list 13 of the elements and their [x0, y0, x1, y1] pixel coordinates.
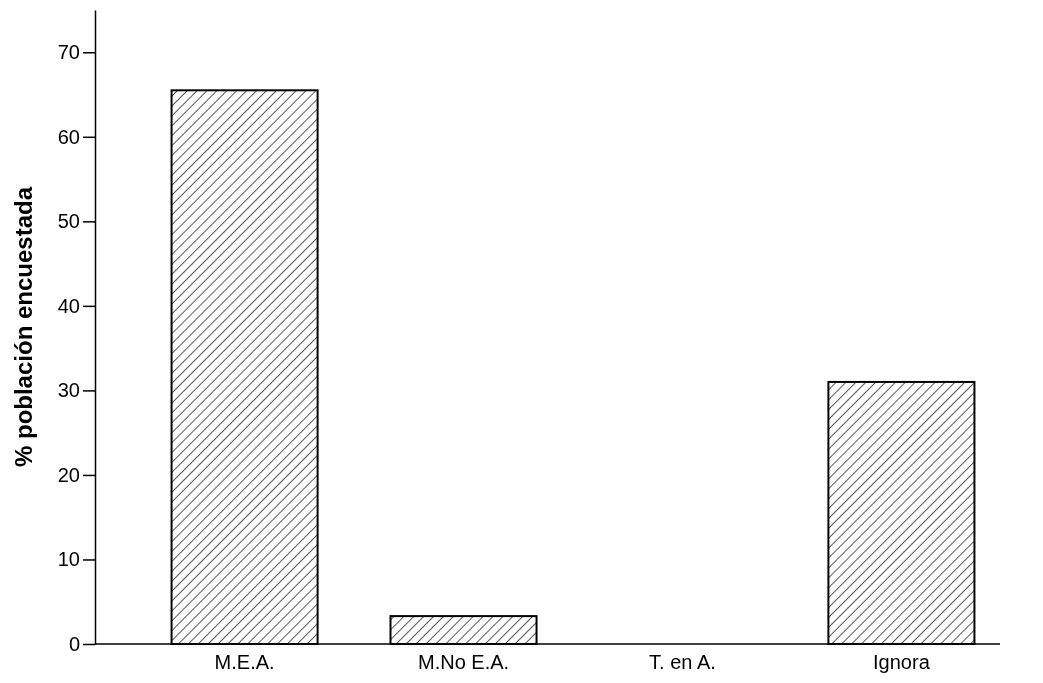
- y-tick-label: 40: [57, 294, 80, 317]
- y-axis-title: % población encuestada: [10, 186, 37, 468]
- x-tick-label: Ignora: [873, 651, 931, 673]
- y-tick-label: 0: [68, 632, 80, 655]
- x-tick-label: T. en A.: [649, 651, 716, 673]
- y-tick-label: 10: [57, 548, 80, 571]
- y-tick-label: 60: [57, 125, 80, 148]
- y-tick-label: 20: [57, 463, 80, 486]
- y-tick-label: 50: [57, 210, 80, 233]
- y-tick-label: 30: [57, 379, 80, 402]
- y-tick-label: 70: [57, 41, 80, 64]
- x-tick-label: M.No E.A.: [417, 651, 510, 673]
- x-tick-label: M.E.A.: [214, 651, 275, 673]
